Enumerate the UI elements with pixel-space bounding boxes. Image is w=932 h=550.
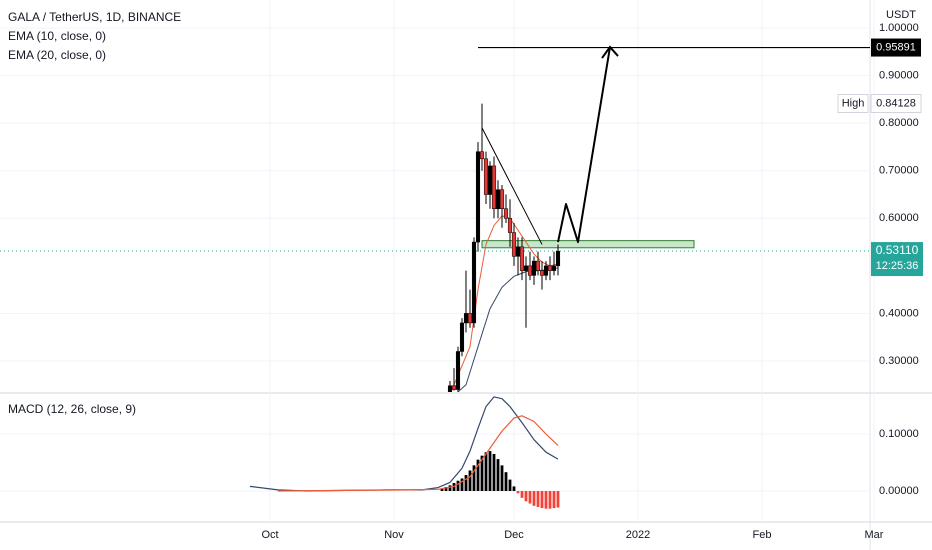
price-pane	[0, 45, 870, 392]
last-price-badge	[871, 242, 923, 277]
macd-histogram-bar	[504, 472, 508, 491]
high-price-label: 0.84128	[876, 97, 916, 109]
macd-histogram-bar	[512, 486, 516, 491]
candle-body	[487, 165, 493, 195]
macd-histogram-bar	[488, 451, 492, 491]
candle-body	[455, 351, 461, 390]
macd-histogram-bar	[520, 491, 524, 498]
price-tick-label: 0.90000	[879, 69, 919, 81]
candle-body	[459, 322, 465, 352]
macd-histogram-bar	[556, 491, 560, 508]
candle-body	[543, 265, 549, 276]
candle-body	[527, 265, 533, 276]
macd-histogram-bar	[516, 491, 520, 494]
chart-legend: GALA / TetherUS, 1D, BINANCE EMA (10, cl…	[8, 8, 181, 65]
candle-body	[471, 241, 477, 324]
macd-histogram-bar	[444, 487, 448, 491]
candle-body	[535, 260, 541, 271]
candle-body	[511, 232, 517, 257]
macd-legend[interactable]: MACD (12, 26, close, 9)	[8, 402, 137, 416]
macd-histogram-bar	[552, 491, 556, 509]
macd-histogram-bar	[472, 465, 476, 491]
price-tick-label: 0.60000	[879, 212, 919, 224]
price-tick-label: 0.70000	[879, 165, 919, 177]
price-tick-label: 0.30000	[879, 355, 919, 367]
candle-body	[531, 260, 537, 276]
symbol-title[interactable]: GALA / TetherUS, 1D, BINANCE	[8, 10, 182, 24]
macd-histogram-bar	[440, 488, 444, 491]
candle-body	[499, 189, 505, 210]
macd-histogram-bar	[540, 491, 544, 509]
macd-line	[249, 396, 559, 492]
candle-body	[463, 313, 469, 324]
candle-body	[479, 151, 485, 160]
time-tick-label: 2022	[626, 529, 650, 541]
candle-body	[519, 246, 525, 271]
high-tag-label: High	[842, 97, 865, 109]
time-tick-label: Nov	[384, 529, 404, 541]
macd-histogram-bar	[492, 453, 496, 491]
macd-histogram-bar	[460, 478, 464, 491]
candle-body	[447, 385, 453, 392]
macd-histogram-bar	[548, 491, 552, 509]
candle-body	[503, 208, 509, 219]
projection-arrowhead	[601, 45, 619, 59]
macd-histogram-bar	[544, 491, 548, 509]
macd-histogram-bar	[528, 491, 532, 504]
time-tick-label: Dec	[504, 529, 524, 541]
candle-body	[483, 158, 489, 195]
target-price-label: 0.95891	[876, 41, 916, 53]
candle-body	[507, 218, 513, 233]
price-tick-label: 0.40000	[879, 307, 919, 319]
high-tag	[837, 94, 869, 114]
macd-histogram-bar	[452, 483, 456, 491]
ema10-legend[interactable]: EMA (10, close, 0)	[8, 29, 107, 43]
trendline	[481, 127, 543, 245]
candle-body	[551, 265, 557, 271]
macd-histogram-bar	[476, 459, 480, 491]
macd-histogram-bar	[532, 491, 536, 506]
high-price-badge	[870, 94, 922, 114]
price-tick-label: 1.00000	[879, 22, 919, 34]
macd-tick-label: 0.10000	[879, 428, 919, 440]
candle-body	[495, 189, 501, 210]
candle-body	[515, 246, 521, 257]
macd-histogram-bar	[468, 470, 472, 491]
macd-histogram-bar	[496, 459, 500, 491]
macd-histogram-bar	[464, 475, 468, 491]
macd-histogram-bar	[484, 452, 488, 491]
projection-arrow	[557, 46, 611, 244]
candle-body	[475, 151, 481, 243]
time-tick-label: Oct	[261, 529, 278, 541]
candle-body	[523, 265, 529, 271]
time-tick-label: Mar	[865, 529, 884, 541]
price-tick-label: 0.80000	[879, 117, 919, 129]
countdown-label: 12:25:36	[876, 260, 919, 272]
macd-histogram-bar	[524, 491, 528, 502]
last-price-label: 0.53110	[876, 243, 919, 257]
resistance-zone	[481, 240, 695, 249]
macd-histogram-bar	[456, 480, 460, 491]
time-tick-label: Feb	[753, 529, 772, 541]
macd-histogram-bar	[480, 455, 484, 491]
signal-line	[277, 415, 559, 492]
macd-histogram-bar	[500, 465, 504, 491]
macd-histogram-bar	[536, 491, 540, 507]
candle-body	[491, 165, 497, 210]
candle-body	[539, 270, 545, 276]
currency-label: USDT	[886, 9, 916, 21]
macd-histogram-bar	[508, 479, 512, 491]
candle-body	[467, 313, 473, 324]
macd-histogram-bar	[448, 485, 452, 491]
macd-tick-label: 0.00000	[879, 485, 919, 497]
target-price-badge	[871, 38, 921, 57]
candle-body	[547, 265, 553, 271]
ema20-legend[interactable]: EMA (20, close, 0)	[8, 48, 107, 62]
candle-body	[555, 250, 561, 267]
candle-body	[451, 385, 457, 390]
